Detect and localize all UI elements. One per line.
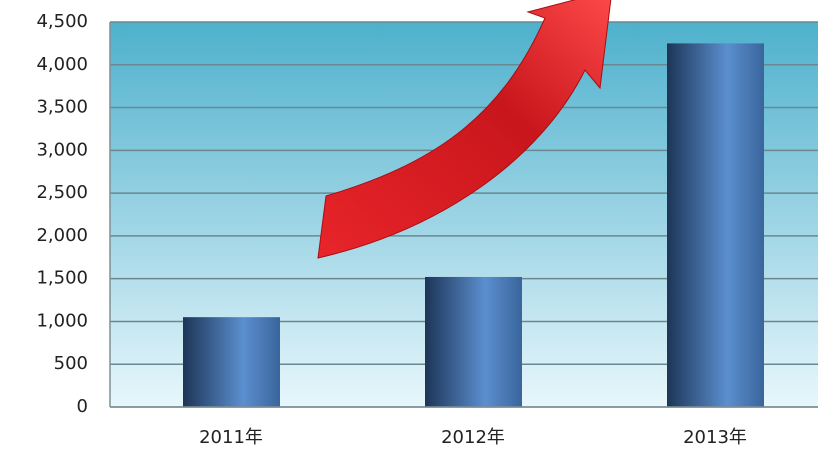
x-tick-label: 2013年	[683, 427, 747, 448]
y-tick-label: 1,000	[36, 310, 88, 331]
trend-arrow	[317, 0, 612, 259]
bar	[667, 43, 764, 408]
y-tick-label: 4,500	[36, 11, 88, 32]
bar	[183, 317, 280, 407]
x-tick-label: 2011年	[199, 427, 263, 448]
y-tick-label: 4,000	[36, 54, 88, 75]
y-tick-label: 2,000	[36, 225, 88, 246]
x-tick-label: 2012年	[441, 427, 505, 448]
y-tick-label: 3,500	[36, 97, 88, 118]
y-tick-label: 3,000	[36, 139, 88, 160]
y-tick-label: 0	[77, 396, 88, 417]
y-tick-label: 500	[54, 353, 88, 374]
bar	[425, 276, 522, 407]
y-tick-label: 2,500	[36, 182, 88, 203]
y-tick-label: 1,500	[36, 268, 88, 289]
